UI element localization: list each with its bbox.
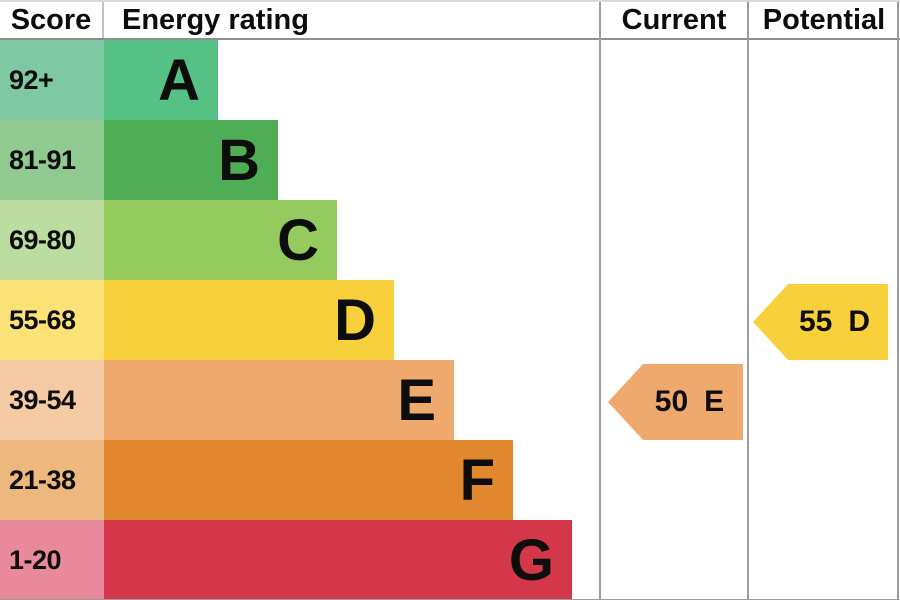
rating-bar-d: D bbox=[104, 280, 394, 360]
band-row-g: 1-20 G bbox=[0, 520, 900, 600]
score-range-e: 39-54 bbox=[0, 360, 104, 440]
potential-rating-letter: D bbox=[848, 305, 871, 338]
current-rating-letter: E bbox=[704, 385, 725, 418]
band-row-e: 39-54 E bbox=[0, 360, 900, 440]
rating-bar-g: G bbox=[104, 520, 572, 600]
score-range-a: 92+ bbox=[0, 40, 104, 120]
rating-bar-c: C bbox=[104, 200, 337, 280]
current-column-divider bbox=[599, 2, 601, 600]
header-potential-label: Potential bbox=[762, 3, 886, 36]
score-range-b: 81-91 bbox=[0, 120, 104, 200]
score-range-d: 55-68 bbox=[0, 280, 104, 360]
rating-bar-a: A bbox=[104, 40, 218, 120]
score-range-f: 21-38 bbox=[0, 440, 104, 520]
header-row: Score Energy rating Current Potential bbox=[0, 2, 900, 40]
rating-bar-b: B bbox=[104, 120, 278, 200]
potential-column-divider bbox=[747, 2, 749, 600]
score-range-g: 1-20 bbox=[0, 520, 104, 600]
header-energy-rating-label: Energy rating bbox=[122, 3, 309, 36]
band-row-b: 81-91 B bbox=[0, 120, 900, 200]
score-range-c: 69-80 bbox=[0, 200, 104, 280]
band-row-a: 92+ A bbox=[0, 40, 900, 120]
potential-score-value: 55 bbox=[798, 305, 833, 338]
rating-bar-f: F bbox=[104, 440, 513, 520]
header-score-label: Score bbox=[0, 2, 104, 38]
rating-bar-e: E bbox=[104, 360, 454, 440]
band-row-d: 55-68 D bbox=[0, 280, 900, 360]
band-row-f: 21-38 F bbox=[0, 440, 900, 520]
header-current-label: Current bbox=[621, 3, 727, 36]
right-border bbox=[897, 2, 899, 600]
current-score-value: 50 bbox=[654, 385, 689, 418]
band-row-c: 69-80 C bbox=[0, 200, 900, 280]
